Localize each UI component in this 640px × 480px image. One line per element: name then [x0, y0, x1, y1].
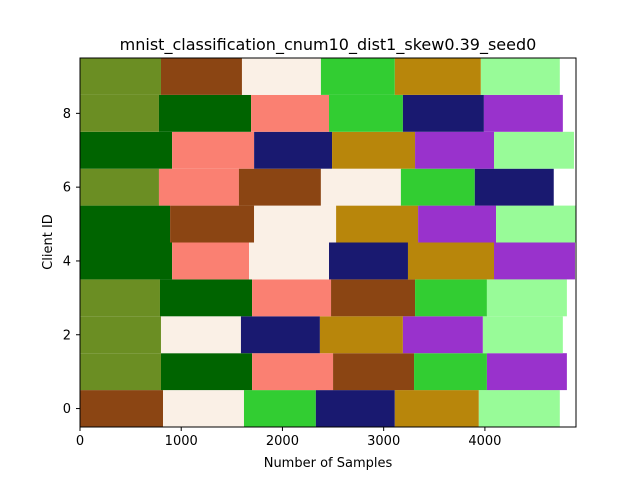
bar-segment-client-1-label-3	[414, 353, 487, 391]
bar-segment-client-3-label-6	[159, 279, 253, 317]
chart-title: mnist_classification_cnum10_dist1_skew0.…	[120, 35, 537, 55]
bar-segment-client-7-label-8	[254, 131, 333, 169]
bar-segment-client-2-label-8	[240, 316, 320, 354]
bar-segment-client-6-label-2	[320, 168, 401, 206]
bar-segment-client-4-label-6	[80, 242, 173, 280]
bar-segment-client-7-label-6	[80, 131, 173, 169]
bar-segment-client-6-label-1	[238, 168, 321, 206]
bar-segment-client-7-label-5	[494, 131, 574, 169]
bar-segment-client-9-label-2	[241, 58, 321, 95]
bar-segment-client-2-label-0	[80, 316, 161, 354]
bar-segment-client-2-label-5	[482, 316, 563, 354]
bar-segment-client-8-label-9	[483, 94, 563, 132]
x-axis: 0 1000 2000 3000 4000	[76, 427, 501, 449]
bar-segment-client-3-label-3	[415, 279, 487, 317]
bar-segment-client-9-label-4	[394, 58, 481, 95]
axes-frame	[79, 57, 577, 428]
bar-segment-client-8-label-8	[402, 94, 484, 132]
x-tick-label: 0	[76, 434, 84, 449]
bar-segment-client-0-label-4	[394, 390, 479, 427]
bar-segment-client-0-label-1	[80, 390, 163, 427]
bar-segment-client-0-label-5	[478, 390, 560, 427]
bar-segment-client-1-label-1	[333, 353, 415, 391]
bar-segment-client-9-label-3	[320, 58, 395, 95]
x-tick-label: 3000	[367, 434, 400, 449]
bar-segment-client-7-label-9	[415, 131, 495, 169]
y-axis: 0 2 4 6 8	[63, 107, 80, 417]
bar-segment-client-9-label-1	[160, 58, 242, 95]
bar-segment-client-9-label-5	[480, 58, 560, 95]
bar-segment-client-2-label-9	[402, 316, 483, 354]
y-tick-label: 4	[63, 254, 71, 269]
bar-segment-client-5-label-6	[80, 205, 171, 243]
bar-segment-client-0-label-3	[243, 390, 316, 427]
bar-segment-client-5-label-2	[254, 205, 337, 243]
y-tick-label: 6	[63, 181, 71, 196]
y-tick-label: 0	[63, 402, 71, 417]
bar-segment-client-5-label-9	[418, 205, 497, 243]
bar-segment-client-8-label-3	[329, 94, 403, 132]
x-tick-label: 4000	[468, 434, 501, 449]
bar-segment-client-5-label-5	[496, 205, 576, 243]
bar-segment-client-6-label-7	[158, 168, 239, 206]
bar-segment-client-4-label-4	[407, 242, 495, 280]
bar-segment-client-2-label-4	[319, 316, 403, 354]
y-tick-label: 8	[63, 107, 71, 122]
bar-segment-client-5-label-4	[336, 205, 419, 243]
bar-segment-client-0-label-2	[163, 390, 244, 427]
bar-segment-client-3-label-5	[486, 279, 567, 317]
bar-segment-client-1-label-9	[486, 353, 567, 391]
bar-segment-client-9-label-0	[80, 58, 161, 95]
bar-segment-client-0-label-8	[315, 390, 395, 427]
bar-segment-client-3-label-0	[80, 279, 160, 317]
y-tick-label: 2	[63, 328, 71, 343]
bars-group	[80, 58, 576, 427]
bar-segment-client-6-label-8	[474, 168, 554, 206]
bar-segment-client-5-label-1	[170, 205, 255, 243]
bar-segment-client-3-label-7	[252, 279, 332, 317]
x-axis-label: Number of Samples	[264, 456, 393, 471]
bar-segment-client-1-label-7	[252, 353, 334, 391]
bar-segment-client-4-label-2	[249, 242, 330, 280]
bar-segment-client-4-label-8	[329, 242, 408, 280]
bar-segment-client-4-label-9	[494, 242, 575, 280]
x-tick-label: 2000	[266, 434, 299, 449]
bar-segment-client-4-label-7	[172, 242, 250, 280]
bar-segment-client-7-label-4	[332, 131, 416, 169]
bar-segment-client-2-label-2	[160, 316, 241, 354]
bar-segment-client-1-label-0	[80, 353, 161, 391]
y-axis-label: Client ID	[41, 214, 56, 270]
bar-segment-client-8-label-6	[158, 94, 252, 132]
bar-segment-client-3-label-1	[331, 279, 416, 317]
x-tick-label: 1000	[165, 434, 198, 449]
bar-segment-client-8-label-7	[251, 94, 330, 132]
bar-segment-client-6-label-3	[400, 168, 475, 206]
bar-segment-client-8-label-0	[80, 94, 159, 132]
bar-segment-client-7-label-7	[172, 131, 255, 169]
bar-segment-client-6-label-0	[80, 168, 159, 206]
bar-segment-client-1-label-6	[160, 353, 253, 391]
